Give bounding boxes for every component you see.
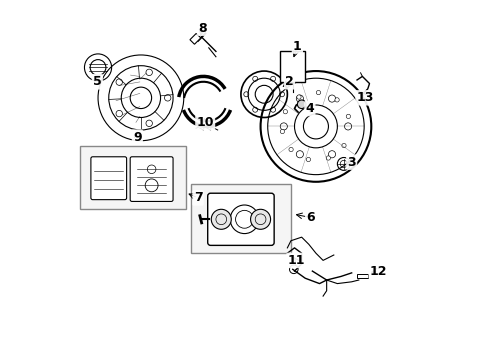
- Text: 6: 6: [305, 211, 314, 224]
- Text: 9: 9: [133, 131, 142, 144]
- Circle shape: [305, 157, 310, 162]
- Text: 7: 7: [193, 192, 202, 204]
- Text: 4: 4: [305, 102, 314, 115]
- Circle shape: [334, 98, 339, 102]
- Text: 13: 13: [356, 91, 373, 104]
- Circle shape: [211, 209, 231, 229]
- FancyBboxPatch shape: [207, 193, 274, 246]
- Circle shape: [297, 100, 305, 109]
- Circle shape: [325, 156, 330, 160]
- Circle shape: [288, 147, 293, 152]
- Bar: [190, 184, 290, 253]
- Text: 3: 3: [346, 156, 355, 168]
- FancyBboxPatch shape: [91, 157, 126, 200]
- FancyBboxPatch shape: [130, 157, 173, 202]
- Circle shape: [250, 209, 270, 229]
- Circle shape: [346, 114, 350, 118]
- Text: 11: 11: [287, 254, 305, 267]
- Text: 8: 8: [198, 22, 206, 35]
- Bar: [356, 274, 367, 278]
- Circle shape: [280, 129, 284, 134]
- Bar: [189, 33, 201, 44]
- Text: 10: 10: [196, 116, 214, 129]
- Text: 5: 5: [93, 75, 102, 88]
- Circle shape: [283, 109, 287, 114]
- Circle shape: [316, 90, 320, 95]
- Text: 12: 12: [369, 265, 386, 278]
- Circle shape: [296, 95, 301, 99]
- Text: 2: 2: [285, 75, 293, 88]
- Text: 1: 1: [292, 40, 301, 53]
- Bar: [280, 51, 305, 82]
- Circle shape: [341, 143, 346, 148]
- Bar: [80, 146, 185, 208]
